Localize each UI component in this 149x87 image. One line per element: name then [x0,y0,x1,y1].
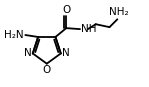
Text: N: N [62,48,70,58]
Text: O: O [63,5,71,15]
Text: N: N [24,48,31,58]
Text: H₂N: H₂N [4,29,24,39]
Text: NH₂: NH₂ [108,7,128,17]
Text: O: O [43,65,51,75]
Text: NH: NH [81,24,97,34]
